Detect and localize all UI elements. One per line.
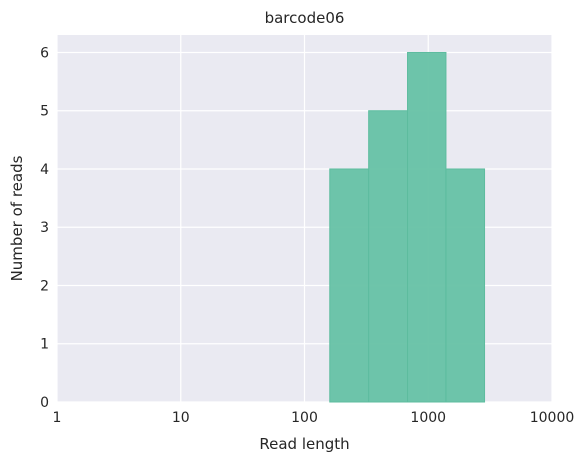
y-tick-label: 4 (40, 162, 49, 178)
x-tick-label: 100 (291, 410, 318, 426)
x-tick-label: 1 (53, 410, 62, 426)
y-tick-label: 3 (40, 220, 49, 236)
x-tick-label: 10 (172, 410, 190, 426)
y-tick-labels: 0 1 2 3 4 5 6 (40, 45, 49, 411)
x-axis-label: Read length (259, 435, 349, 453)
x-tick-label: 10000 (530, 410, 575, 426)
histogram-bar (329, 168, 370, 403)
x-tick-label: 1000 (410, 410, 446, 426)
y-tick-label: 1 (40, 337, 49, 353)
y-tick-label: 5 (40, 104, 49, 120)
histogram-bar (407, 51, 447, 403)
bars (329, 51, 486, 403)
y-tick-label: 0 (40, 395, 49, 411)
y-tick-label: 6 (40, 45, 49, 61)
chart-title: barcode06 (265, 9, 345, 27)
y-tick-label: 2 (40, 278, 49, 294)
histogram-bar (445, 168, 486, 403)
x-tick-labels: 1 10 100 1000 10000 (53, 410, 575, 426)
histogram-bar (368, 110, 409, 403)
y-axis-label: Number of reads (8, 155, 26, 281)
